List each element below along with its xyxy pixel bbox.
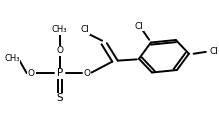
Text: CH₃: CH₃: [4, 54, 20, 63]
Text: CH₃: CH₃: [52, 26, 67, 35]
Text: P: P: [57, 68, 63, 78]
Text: Cl: Cl: [209, 47, 218, 56]
Text: O: O: [56, 46, 63, 55]
Text: S: S: [56, 93, 63, 103]
Text: O: O: [83, 69, 90, 78]
Text: Cl: Cl: [134, 22, 143, 31]
Text: Cl: Cl: [80, 26, 89, 35]
Text: O: O: [28, 69, 35, 78]
